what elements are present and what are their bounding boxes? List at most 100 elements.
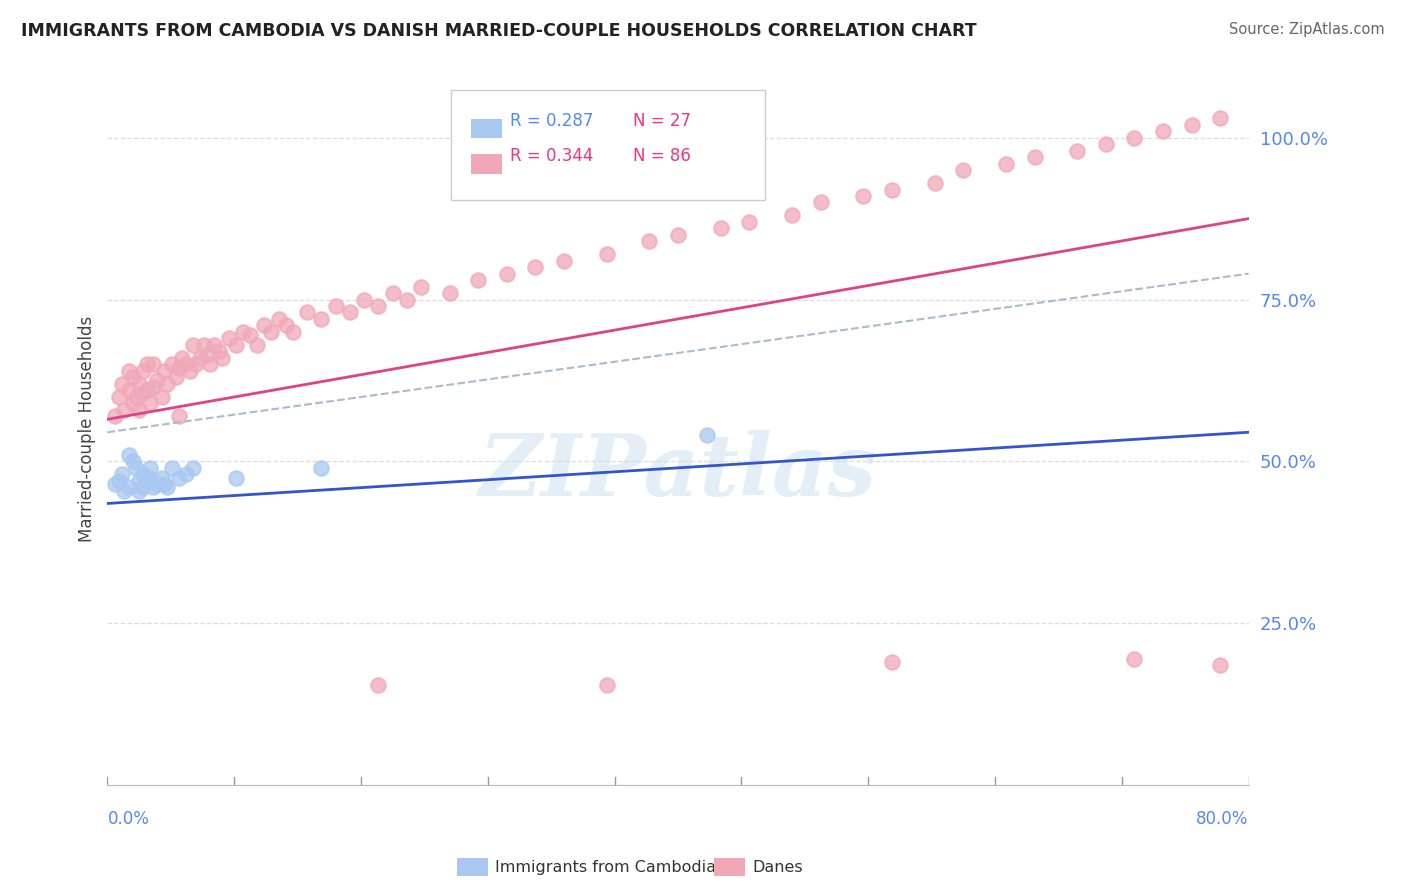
Point [467,273,489,287]
Point [122,454,145,468]
Point [184,357,207,371]
Point [880,655,903,669]
Point [411,279,433,293]
Point [107,390,129,404]
Point [281,325,304,339]
Point [295,305,318,319]
Text: R = 0.287: R = 0.287 [510,112,593,129]
Point [1209,658,1232,673]
Text: ZIPatlas: ZIPatlas [479,430,877,514]
Point [142,480,165,494]
Point [339,305,361,319]
Point [103,477,125,491]
Point [274,318,297,333]
Point [311,312,333,326]
Point [165,370,187,384]
Point [132,480,155,494]
Point [146,374,169,388]
Point [128,474,150,488]
Point [710,221,733,235]
Point [553,253,575,268]
Point [174,357,197,371]
Text: IMMIGRANTS FROM CAMBODIA VS DANISH MARRIED-COUPLE HOUSEHOLDS CORRELATION CHART: IMMIGRANTS FROM CAMBODIA VS DANISH MARRI… [21,22,977,40]
Point [696,428,718,442]
Point [239,328,262,343]
Point [218,331,240,345]
Point [311,461,333,475]
Text: N = 27: N = 27 [633,112,690,129]
Point [211,351,233,365]
Point [738,215,761,229]
Point [128,483,150,498]
Point [136,474,159,488]
Point [125,390,148,404]
Point [139,396,162,410]
Point [1209,112,1232,126]
Point [1180,118,1202,132]
Point [1066,144,1088,158]
Point [880,182,903,196]
Point [995,156,1018,170]
Point [208,344,231,359]
Point [439,286,461,301]
Point [595,678,617,692]
Point [852,189,875,203]
Point [267,312,290,326]
Point [160,357,183,371]
Text: 80.0%: 80.0% [1197,810,1249,828]
Point [810,195,832,210]
Point [495,267,517,281]
Point [353,293,375,307]
Text: Danes: Danes [752,860,803,874]
Point [128,376,150,391]
Point [195,348,218,362]
Point [150,390,173,404]
Point [146,477,169,491]
Point [136,383,159,397]
Point [118,480,141,494]
Y-axis label: Married-couple Households: Married-couple Households [79,316,96,542]
Point [179,364,201,378]
Point [638,235,661,249]
Point [167,360,190,375]
Point [122,370,145,384]
Point [111,467,134,482]
Point [118,364,141,378]
Point [170,351,193,365]
Point [114,483,136,498]
Point [395,293,418,307]
Point [142,357,165,371]
Text: 0.0%: 0.0% [107,810,149,828]
Point [1123,652,1146,666]
Point [1095,137,1118,152]
Point [780,208,803,222]
Point [381,286,404,301]
Point [132,386,155,401]
Point [139,470,162,484]
Point [153,364,176,378]
Point [1123,130,1146,145]
Point [260,325,283,339]
Text: R = 0.344: R = 0.344 [510,147,593,165]
Point [153,477,176,491]
Point [118,383,141,397]
Point [122,396,145,410]
Point [111,376,134,391]
Point [174,467,197,482]
Point [150,470,173,484]
Point [188,351,211,365]
Point [128,402,150,417]
Point [132,467,155,482]
Point [114,402,136,417]
Point [156,480,179,494]
Point [325,299,347,313]
Text: Immigrants from Cambodia: Immigrants from Cambodia [495,860,716,874]
Text: Source: ZipAtlas.com: Source: ZipAtlas.com [1229,22,1385,37]
Point [225,338,247,352]
Point [125,461,148,475]
Point [136,357,159,371]
Point [160,461,183,475]
Point [253,318,276,333]
Point [202,338,225,352]
Point [167,470,190,484]
